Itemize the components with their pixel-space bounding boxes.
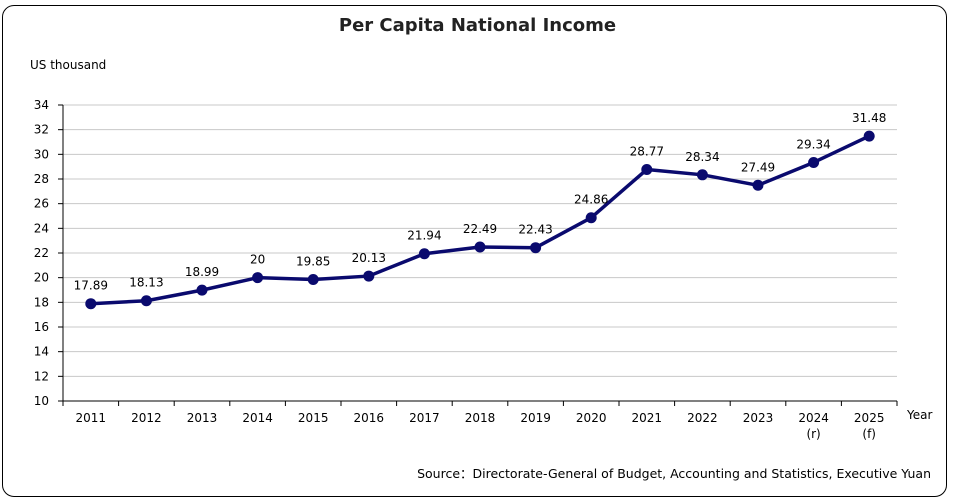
x-axis-label: Year (906, 408, 932, 422)
y-tick-label: 32 (34, 123, 49, 137)
data-point (641, 164, 653, 176)
y-tick-label: 22 (34, 246, 49, 260)
x-tick-note: (f) (862, 427, 876, 441)
x-tick-label: 2011 (76, 411, 107, 425)
data-point (696, 169, 708, 181)
x-tick-label: 2021 (632, 411, 663, 425)
data-label: 22.43 (518, 223, 552, 237)
source-note: Source：Directorate-General of Budget, Ac… (417, 466, 931, 481)
data-label: 24.86 (574, 193, 608, 207)
gridlines (63, 104, 897, 377)
chart-frame (2, 5, 947, 497)
data-point (363, 270, 375, 282)
y-tick-label: 10 (34, 394, 49, 408)
data-point (140, 295, 152, 307)
x-tick-label: 2017 (409, 411, 440, 425)
data-point (307, 274, 319, 286)
y-tick-label: 28 (34, 172, 49, 186)
x-tick-label: 2024 (798, 411, 829, 425)
x-tick-label: 2014 (242, 411, 273, 425)
data-labels: 17.89 18.13 18.99 20 19.85 20.13 21.94 22.49 22.… (74, 111, 887, 293)
data-label: 29.34 (796, 137, 830, 151)
y-tick-label: 18 (34, 295, 49, 309)
data-point (474, 241, 486, 253)
x-tick-label: 2012 (131, 411, 162, 425)
x-tick-label: 2023 (743, 411, 774, 425)
x-tick-label: 2018 (465, 411, 496, 425)
data-point (196, 284, 208, 296)
x-tick-label: 2015 (298, 411, 329, 425)
data-label: 28.34 (685, 150, 719, 164)
x-tick-labels: 2011 2012 2013 2014 2015 2016 2017 2018 2019 2020… (76, 411, 885, 441)
data-point (808, 156, 820, 168)
x-tick-note: (r) (806, 427, 820, 441)
data-label: 27.49 (741, 160, 775, 174)
y-tick-label: 20 (34, 271, 49, 285)
data-label: 31.48 (852, 111, 886, 125)
data-label: 17.89 (74, 279, 108, 293)
data-point (418, 248, 430, 260)
x-tick-label: 2019 (520, 411, 551, 425)
data-label: 19.85 (296, 255, 330, 269)
x-tick-label: 2020 (576, 411, 607, 425)
data-label: 20 (250, 253, 265, 267)
data-label: 18.99 (185, 265, 219, 279)
x-tick-label: 2022 (687, 411, 718, 425)
data-point (585, 212, 597, 224)
x-tick-label: 2025 (854, 411, 885, 425)
y-tick-label: 34 (34, 98, 49, 112)
y-tick-label: 26 (34, 197, 49, 211)
y-tick-label: 30 (34, 147, 49, 161)
y-tick-label: 14 (34, 345, 49, 359)
x-tick-label: 2013 (187, 411, 218, 425)
data-point (530, 242, 542, 254)
axes (58, 104, 898, 406)
y-axis-unit-label: US thousand (30, 58, 107, 72)
data-point (85, 298, 97, 310)
data-point (252, 272, 264, 284)
data-label: 22.49 (463, 222, 497, 236)
chart-title: Per Capita National Income (338, 15, 617, 36)
data-label: 18.13 (129, 276, 163, 290)
y-tick-labels: 10 12 14 16 18 20 22 24 26 28 30 32 34 (34, 98, 49, 408)
x-tick-label: 2016 (354, 411, 385, 425)
data-points (85, 130, 875, 310)
data-point (752, 179, 764, 191)
data-label: 28.77 (630, 145, 664, 159)
y-tick-label: 12 (34, 369, 49, 383)
data-label: 20.13 (352, 251, 386, 265)
y-tick-label: 24 (34, 221, 49, 235)
y-tick-label: 16 (34, 320, 49, 334)
data-label: 21.94 (407, 229, 441, 243)
data-point (863, 130, 875, 142)
